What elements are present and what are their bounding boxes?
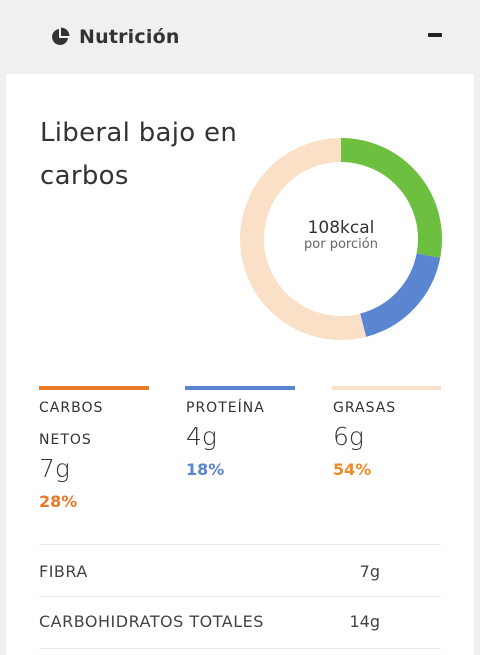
fat-color-bar: [332, 386, 441, 390]
protein-grams: 4g: [186, 422, 217, 451]
donut-slice-proteína: [359, 253, 441, 337]
panel-title: Nutrición: [79, 26, 180, 48]
nutrition-header[interactable]: Nutrición: [0, 0, 480, 74]
fiber-label: FIBRA: [39, 562, 88, 581]
divider: [39, 596, 441, 597]
total-carbs-label: CARBOHIDRATOS TOTALES: [39, 612, 264, 631]
fat-percent: 54%: [333, 460, 372, 479]
donut-slice-carbos-netos: [340, 138, 442, 258]
fat-grams: 6g: [333, 422, 364, 451]
fat-label: GRASAS: [333, 400, 397, 416]
diet-label: Liberal bajo en carbos: [40, 118, 238, 191]
carbs-label-line1: CARBOS: [39, 400, 104, 416]
protein-percent: 18%: [186, 460, 225, 479]
kcal-subtitle: por porción: [304, 237, 378, 252]
carbs-grams: 7g: [39, 454, 70, 483]
total-carbs-value: 14g: [349, 612, 380, 631]
macro-donut-chart: [240, 138, 442, 340]
carbs-percent: 28%: [39, 492, 78, 511]
minus-icon: [428, 33, 442, 37]
donut-slice-grasas: [240, 138, 367, 340]
carbs-color-bar: [39, 386, 149, 390]
kcal-value: 108kcal: [307, 218, 375, 238]
fiber-value: 7g: [359, 562, 380, 581]
pie-chart-icon: [52, 27, 70, 45]
protein-label: PROTEÍNA: [186, 400, 265, 416]
protein-color-bar: [185, 386, 295, 390]
divider: [39, 544, 441, 545]
nutrition-card: Liberal bajo en carbos 108kcal por porci…: [6, 74, 474, 655]
divider: [39, 648, 441, 649]
collapse-button[interactable]: [420, 22, 450, 52]
carbs-label-line2: NETOS: [39, 432, 92, 448]
